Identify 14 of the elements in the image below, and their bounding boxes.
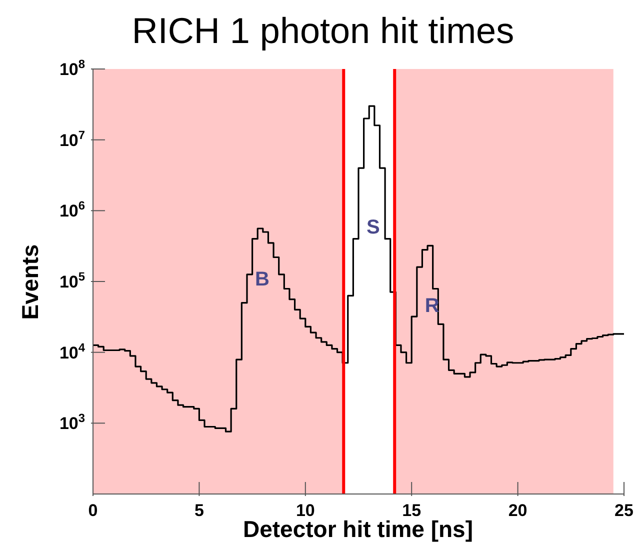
x-tick-label: 20 <box>508 501 528 520</box>
y-tick-label: 10$^{5}$ <box>59 270 86 292</box>
x-tick-label: 5 <box>194 501 204 520</box>
chart-title: RICH 1 photon hit times <box>130 10 516 52</box>
x-tick-label: 25 <box>614 501 634 520</box>
x-tick-label: 0 <box>88 501 98 520</box>
y-tick-label: 10$^{6}$ <box>59 198 86 221</box>
annotation: B <box>254 268 270 291</box>
y-axis-title: Events <box>16 243 44 322</box>
y-tick-label: 10$^{8}$ <box>59 57 86 79</box>
y-tick-label: 10$^{7}$ <box>59 128 86 150</box>
y-tick-label: 10$^{4}$ <box>59 340 86 362</box>
y-tick-label: 10$^{3}$ <box>59 411 86 434</box>
annotation: S <box>366 216 380 238</box>
